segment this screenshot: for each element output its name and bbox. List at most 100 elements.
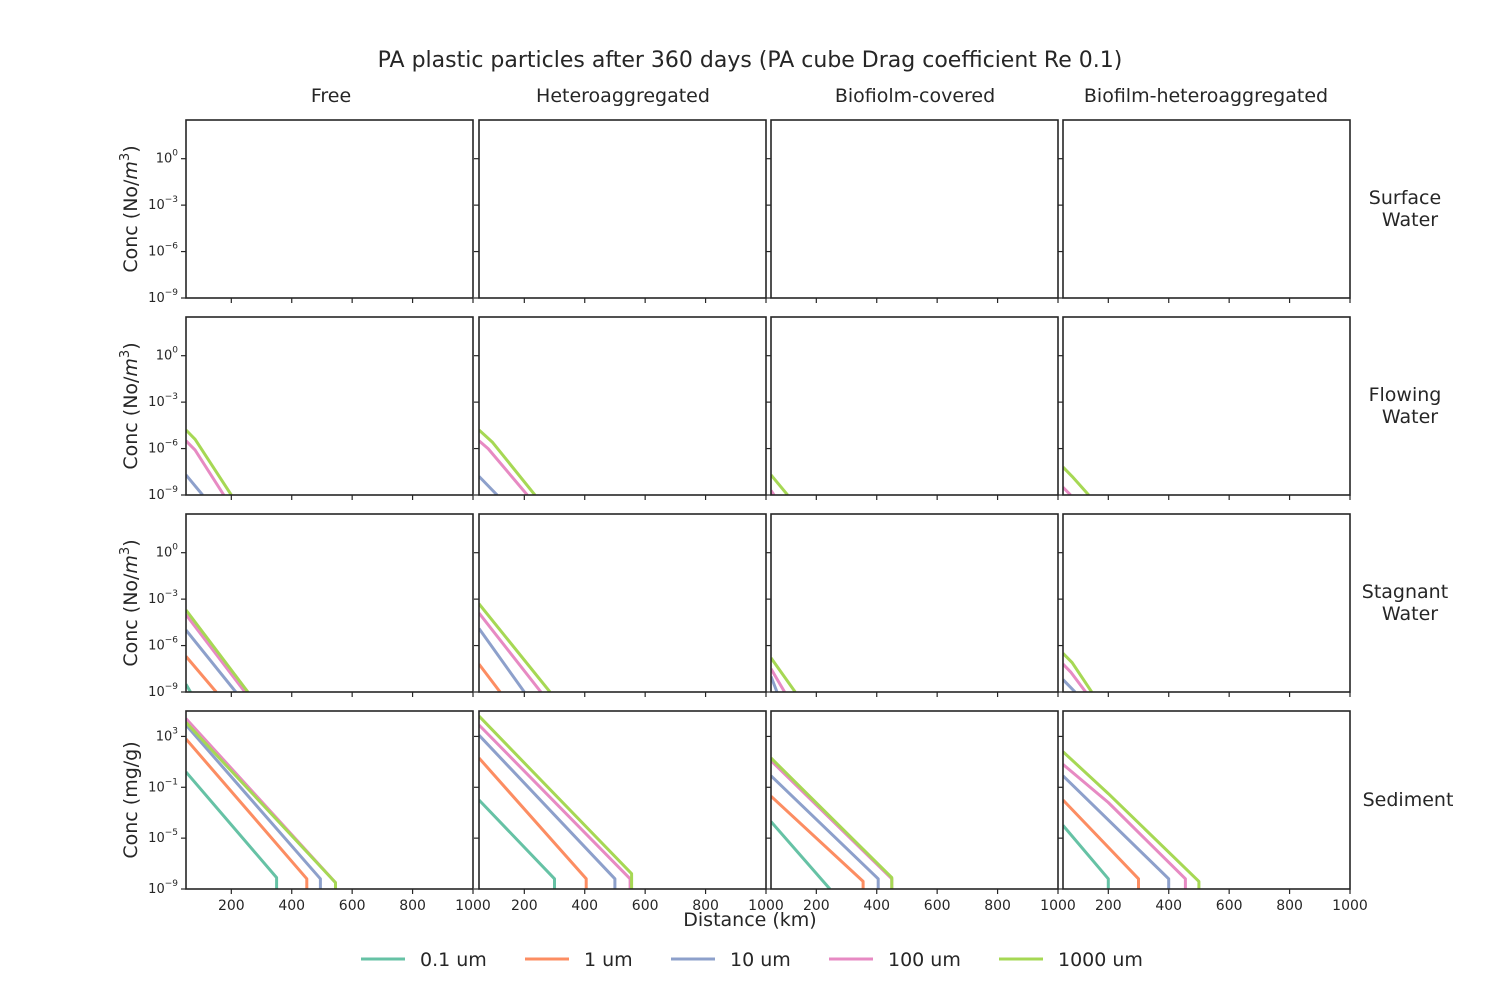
panel-flowing-water-heteroaggregated bbox=[474, 316, 767, 500]
series-line-100um bbox=[771, 668, 786, 692]
panel-flowing-water-biofilm-covered bbox=[766, 316, 1059, 500]
y-tick-label: 10−6 bbox=[148, 439, 178, 457]
series-line-10um bbox=[479, 734, 617, 889]
x-tick-label: 200 bbox=[218, 898, 245, 914]
series-line-10um bbox=[186, 724, 322, 889]
legend-item-1um: 1 um bbox=[525, 949, 633, 971]
y-tick-label: 10−3 bbox=[148, 195, 178, 213]
x-tick-label: 600 bbox=[339, 898, 366, 914]
y-axis-label-stagnant-water: Conc (No/m3) bbox=[118, 539, 142, 666]
series-lines bbox=[771, 756, 894, 889]
y-tick-label: 100 bbox=[156, 346, 179, 364]
series-line-1000um bbox=[771, 473, 789, 495]
panel-flowing-water-free: 10−9 10−6 10−3 100 bbox=[148, 316, 474, 503]
x-tick-label: 600 bbox=[924, 898, 951, 914]
x-tick-label: 1000 bbox=[455, 898, 491, 914]
panel-sediment-heteroaggregated: 200 400 600 800 1000 bbox=[474, 710, 784, 914]
x-tick-label: 400 bbox=[278, 898, 305, 914]
panel-sediment-biofilm-covered: 200 400 600 800 1000 bbox=[766, 710, 1076, 914]
panel-frame bbox=[1062, 316, 1351, 496]
panel-surface-water-biofilm-heteroaggregated bbox=[1058, 119, 1351, 303]
col-title-heteroaggregated: Heteroaggregated bbox=[536, 85, 710, 107]
series-line-10um bbox=[186, 629, 237, 692]
x-axis-label: Distance (km) bbox=[683, 909, 816, 931]
x-tick-label: 800 bbox=[1276, 898, 1303, 914]
legend-item-100um: 100 um bbox=[829, 949, 961, 971]
x-tick-label: 200 bbox=[511, 898, 538, 914]
series-line-1000um bbox=[479, 602, 552, 692]
series-line-1um bbox=[1063, 798, 1140, 889]
col-title-biofilm-covered: Biofiolm-covered bbox=[835, 85, 995, 107]
y-tick-label: 10−9 bbox=[148, 682, 178, 700]
series-line-01um bbox=[1063, 824, 1110, 889]
series-lines bbox=[479, 602, 552, 692]
series-line-100um bbox=[1063, 486, 1072, 495]
row-title-flowing-water: Flowing Water bbox=[1369, 384, 1448, 428]
series-line-01um bbox=[186, 771, 279, 889]
series-lines bbox=[186, 428, 233, 495]
x-tick-label: 400 bbox=[1155, 898, 1182, 914]
legend-item-1000um: 1000 um bbox=[999, 949, 1143, 971]
panel-frame bbox=[1062, 119, 1351, 299]
row-title-surface-line2: Water bbox=[1382, 209, 1438, 231]
series-line-1000um bbox=[771, 657, 797, 692]
y-tick-label: 10−5 bbox=[148, 828, 178, 846]
y-tick-label: 10−9 bbox=[148, 879, 178, 897]
panel-frame bbox=[478, 513, 767, 693]
series-line-10um bbox=[479, 627, 526, 692]
y-tick-label: 10−3 bbox=[148, 392, 178, 410]
row-title-flowing-line2: Water bbox=[1382, 406, 1438, 428]
panel-surface-water-free: 10−9 10−6 10−3 100 bbox=[148, 119, 474, 306]
panel-frame bbox=[185, 316, 474, 496]
series-line-10um bbox=[1063, 678, 1077, 692]
col-title-biofilm-heteroaggregated: Biofilm-heteroaggregated bbox=[1084, 85, 1328, 107]
y-axis-label-flowing-water: Conc (No/m3) bbox=[118, 342, 142, 469]
series-line-1000um bbox=[186, 721, 337, 889]
y-tick-label: 10−1 bbox=[148, 777, 178, 795]
x-tick-label: 200 bbox=[803, 898, 830, 914]
series-line-100um bbox=[479, 723, 632, 889]
row-title-surface-water: Surface Water bbox=[1369, 187, 1447, 231]
x-tick-label: 600 bbox=[632, 898, 659, 914]
series-line-1um bbox=[186, 655, 218, 692]
panel-stagnant-water-heteroaggregated bbox=[474, 513, 767, 697]
series-line-1000um bbox=[1063, 466, 1090, 495]
series-lines bbox=[1063, 652, 1093, 692]
series-line-01um bbox=[479, 798, 556, 889]
y-tick-label: 100 bbox=[156, 543, 179, 561]
series-line-100um bbox=[1063, 663, 1087, 692]
series-line-10um bbox=[771, 774, 880, 889]
row-titles: Surface Water Flowing Water Stagnant Wat… bbox=[1362, 187, 1454, 811]
y-tick-label: 100 bbox=[156, 149, 179, 167]
panel-surface-water-biofilm-covered bbox=[766, 119, 1059, 303]
series-line-100um bbox=[479, 439, 529, 495]
y-tick-label: 10−6 bbox=[148, 242, 178, 260]
panel-frame bbox=[1062, 513, 1351, 693]
x-tick-label: 200 bbox=[1095, 898, 1122, 914]
series-line-1000um bbox=[479, 715, 634, 889]
series-lines bbox=[186, 717, 337, 889]
row-title-sediment: Sediment bbox=[1363, 789, 1454, 811]
x-tick-label: 400 bbox=[571, 898, 598, 914]
series-line-100um bbox=[479, 612, 543, 692]
panel-frame bbox=[478, 119, 767, 299]
legend-label: 0.1 um bbox=[420, 949, 487, 971]
panel-stagnant-water-free: 10−9 10−6 10−3 100 bbox=[148, 513, 474, 700]
legend-label: 1000 um bbox=[1058, 949, 1143, 971]
series-line-1um bbox=[186, 738, 309, 889]
figure-title: PA plastic particles after 360 days (PA … bbox=[378, 48, 1123, 73]
panel-flowing-water-biofilm-heteroaggregated bbox=[1058, 316, 1351, 500]
series-line-1000um bbox=[186, 428, 233, 495]
legend-label: 10 um bbox=[730, 949, 791, 971]
series-line-10um bbox=[186, 473, 204, 495]
y-axis-label-sediment: Conc (mg/g) bbox=[120, 741, 142, 858]
panel-frame bbox=[770, 513, 1059, 693]
panel-frame bbox=[1062, 710, 1351, 890]
x-tick-label: 800 bbox=[399, 898, 426, 914]
series-line-10um bbox=[1063, 774, 1171, 889]
row-title-surface-line1: Surface bbox=[1369, 187, 1441, 209]
panel-frame bbox=[478, 710, 767, 890]
x-tick-label: 1000 bbox=[1040, 898, 1076, 914]
